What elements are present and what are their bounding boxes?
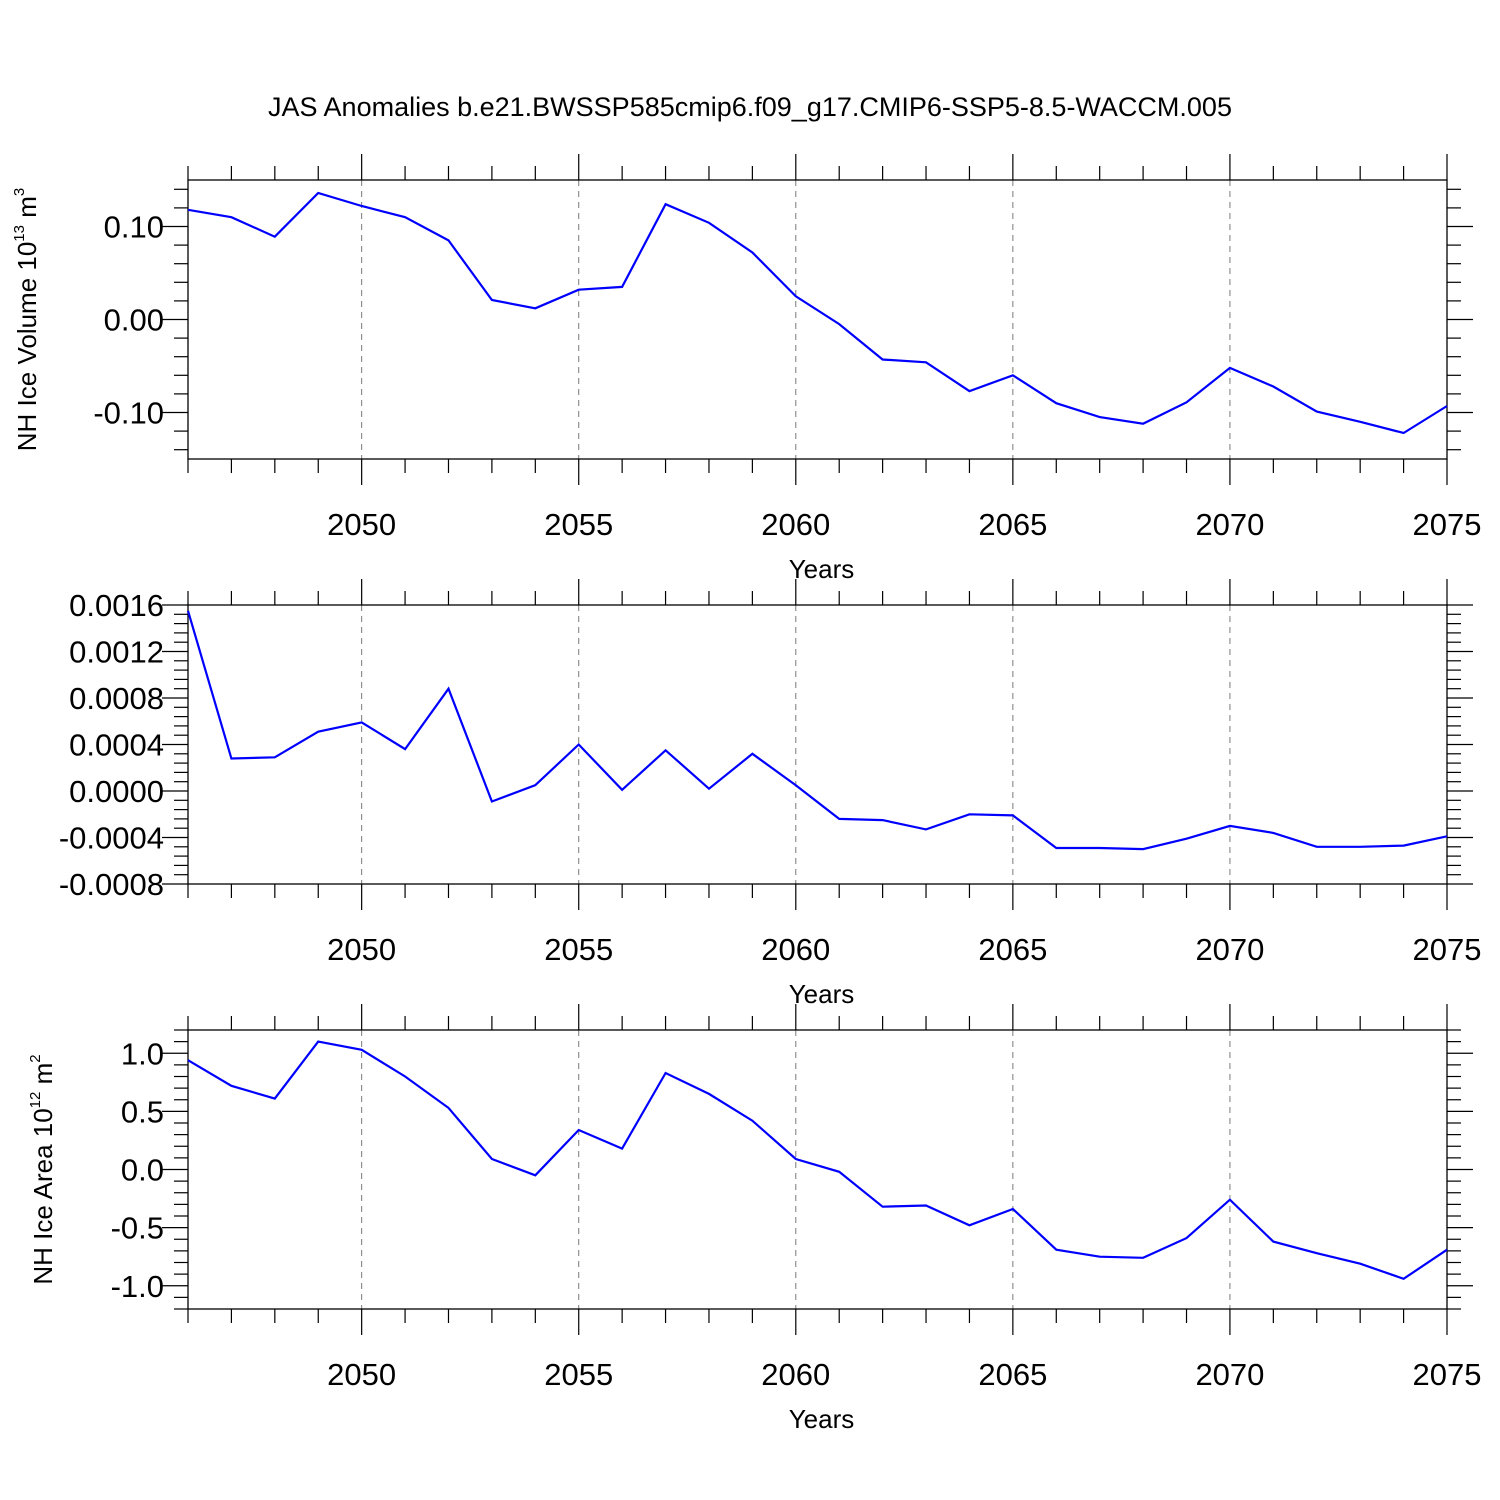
x-tick-label: 2065 [978, 932, 1047, 967]
x-tick-label: 2075 [1413, 507, 1482, 542]
x-axis-title: Years [789, 979, 855, 1009]
series-line-2 [186, 610, 1448, 851]
x-tick-label: 2055 [544, 932, 613, 967]
y-axis-title: NH Ice Volume 1013 m3 [11, 188, 42, 451]
x-tick-label: 2055 [544, 1357, 613, 1392]
y-tick-label: 0.10 [104, 210, 164, 245]
y-tick-label: 0.0 [121, 1153, 164, 1188]
x-tick-label: 2070 [1195, 932, 1264, 967]
x-tick-label: 2075 [1413, 932, 1482, 967]
y-tick-label: -0.5 [111, 1211, 164, 1246]
x-tick-label: 2070 [1195, 507, 1264, 542]
panel-2: 2050 2055 2060 2065 2070 2075 Years 0.0016 0.001… [0, 579, 1481, 1009]
y-tick-label: -0.0004 [59, 821, 164, 856]
y-tick-label: 0.0012 [69, 635, 164, 670]
plot-frame [187, 179, 1448, 460]
x-tick-label: 2075 [1413, 1357, 1482, 1392]
y-tick-label: 0.0000 [69, 774, 164, 809]
y-tick-label: -0.0008 [59, 867, 164, 902]
panels: 2050 2055 2060 2065 2070 2075 Years 0.10 0.00 -0.… [0, 154, 1481, 1434]
plot-frame [187, 1029, 1448, 1310]
x-tick-label: 2065 [978, 1357, 1047, 1392]
x-tick-label: 2060 [761, 932, 830, 967]
panel-3: 2050 2055 2060 2065 2070 2075 Years 1.0 0.5 0.0 -0… [27, 1004, 1481, 1434]
y-tick-label: -1.0 [111, 1269, 164, 1304]
y-tick-label: 1.0 [121, 1036, 164, 1071]
x-tick-label: 2060 [761, 1357, 830, 1392]
x-axis-title: Years [789, 1404, 855, 1434]
series-line-1 [187, 191, 1448, 435]
x-tick-label: 2070 [1195, 1357, 1264, 1392]
y-tick-label: -0.10 [93, 396, 164, 431]
y-tick-label: 0.0008 [69, 681, 164, 716]
x-tick-label: 2065 [978, 507, 1047, 542]
x-tick-label: 2050 [327, 1357, 396, 1392]
y-tick-label: 0.0016 [69, 588, 164, 623]
x-tick-label: 2055 [544, 507, 613, 542]
figure-title: JAS Anomalies b.e21.BWSSP585cmip6.f09_g1… [268, 92, 1232, 122]
series-line-3 [187, 1040, 1448, 1281]
y-axis-title: NH Ice Area 1012 m2 [27, 1054, 58, 1284]
x-tick-label: 2060 [761, 507, 830, 542]
y-tick-label: 0.5 [121, 1094, 164, 1129]
plot-frame [187, 604, 1448, 885]
panel-1: 2050 2055 2060 2065 2070 2075 Years 0.10 0.00 -0.… [11, 154, 1481, 584]
y-axis-title: NH Snow Volume 1013 m3 [0, 598, 4, 892]
x-tick-label: 2050 [327, 507, 396, 542]
y-tick-label: 0.00 [104, 303, 164, 338]
x-tick-label: 2050 [327, 932, 396, 967]
y-tick-label: 0.0004 [69, 728, 164, 763]
x-axis-title: Years [789, 554, 855, 584]
